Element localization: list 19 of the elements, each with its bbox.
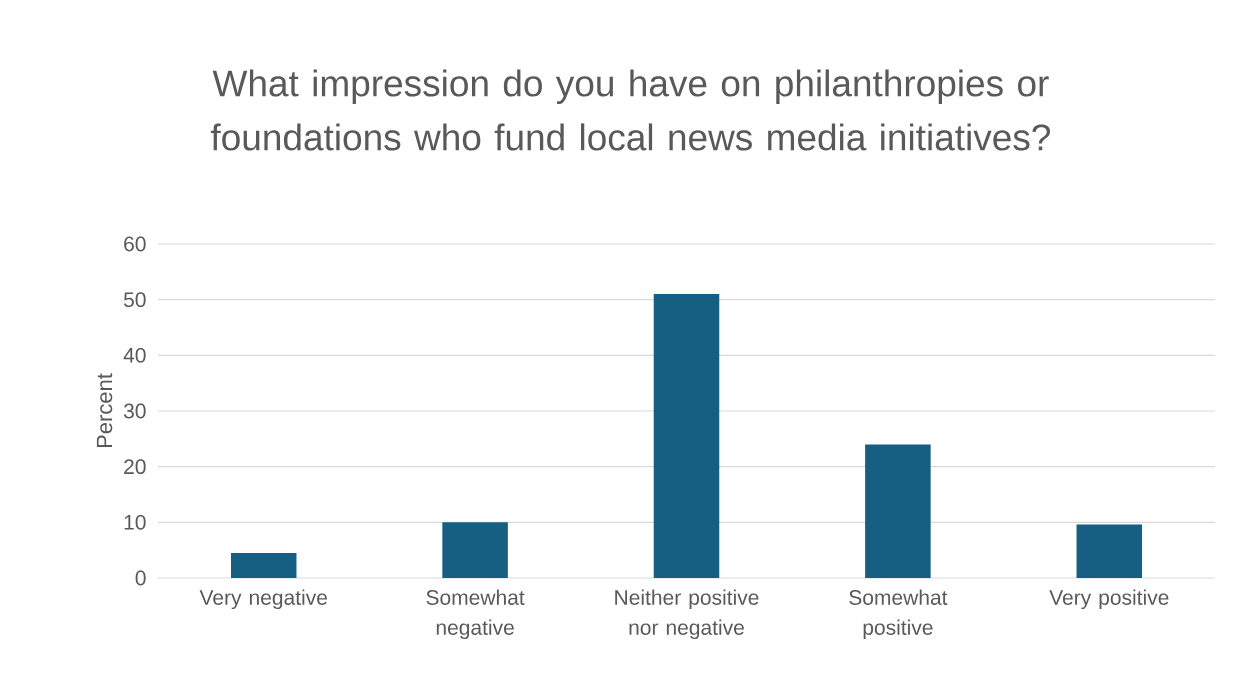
x-tick-label: Neither positive nor negative <box>615 589 759 640</box>
chart-title: What impression do you have on philanthropies or foundations who fund local news media initiatives? <box>210 69 1051 151</box>
bar <box>1076 524 1143 578</box>
y-tick-label: 40 <box>123 347 146 363</box>
bar <box>230 552 297 578</box>
bar <box>653 294 720 578</box>
y-tick-label: 60 <box>124 236 146 252</box>
bar <box>442 522 508 578</box>
y-tick-label: 50 <box>123 292 146 308</box>
y-tick-label: 0 <box>135 570 146 586</box>
x-tick-label: Very positive <box>1049 589 1169 610</box>
x-tick-label: Somewhat positive <box>849 589 948 640</box>
y-tick-label: 30 <box>123 403 146 419</box>
y-tick-label: 20 <box>124 459 146 475</box>
y-tick-label: 10 <box>124 514 146 530</box>
x-tick-label: Somewhat negative <box>426 589 525 640</box>
x-tick-label: Very negative <box>199 589 327 610</box>
y-axis-title: Percent <box>96 373 113 448</box>
bar <box>865 444 931 578</box>
